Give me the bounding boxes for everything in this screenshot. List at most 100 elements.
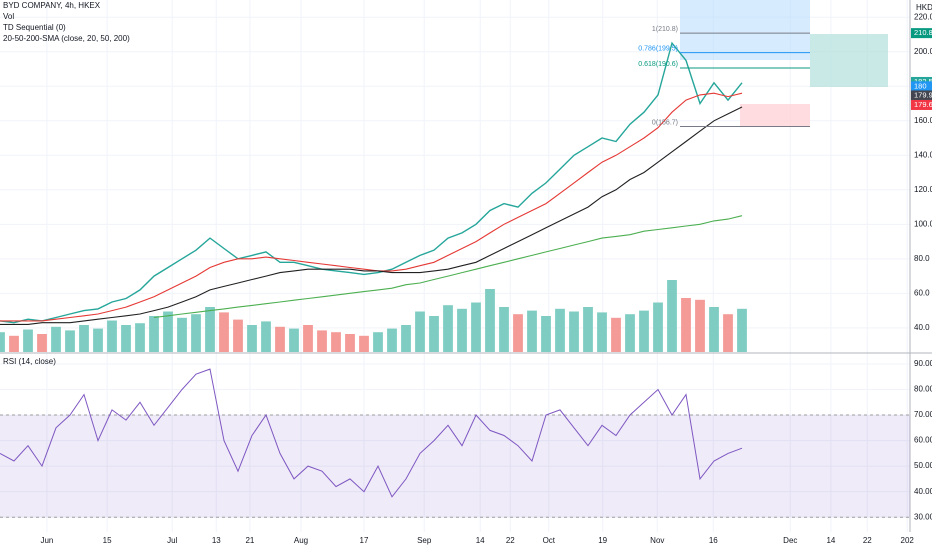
- grid: [0, 0, 910, 532]
- volume-bar: [163, 311, 173, 352]
- volume-bar: [471, 302, 481, 352]
- volume-bar: [121, 325, 131, 352]
- volume-bar: [51, 326, 61, 352]
- volume-bar: [681, 298, 691, 352]
- y-tick-label: 100.0: [914, 219, 932, 228]
- volume-bar: [583, 307, 593, 352]
- rsi-tick-label: 30.00: [914, 512, 932, 521]
- volume-bar: [457, 308, 467, 352]
- rsi-tick-label: 60.00: [914, 436, 932, 445]
- volume-bar: [667, 280, 677, 352]
- x-tick-label: 22: [863, 536, 872, 545]
- price-label: 179.9: [914, 90, 932, 99]
- volume-bar: [555, 308, 565, 352]
- volume-bar: [23, 329, 33, 352]
- x-tick-label: 202: [901, 536, 915, 545]
- y-tick-label: 160.0: [914, 116, 932, 125]
- price-label: 180: [914, 81, 927, 90]
- volume-bar: [303, 325, 313, 352]
- x-tick-label: Oct: [543, 536, 556, 545]
- price-label-box: [911, 90, 932, 101]
- volume-bar: [429, 316, 439, 352]
- x-tick-label: Jun: [40, 536, 53, 545]
- volume-bar: [625, 314, 635, 352]
- x-tick-label: 21: [245, 536, 254, 545]
- volume-bar: [737, 308, 747, 352]
- x-tick-label: Jul: [167, 536, 177, 545]
- chart-title: BYD COMPANY, 4h, HKEX: [3, 1, 101, 10]
- indicator-label: 20-50-200-SMA (close, 20, 50, 200): [3, 34, 130, 43]
- volume-bar: [541, 316, 551, 352]
- y-tick-label: 80.0: [914, 254, 930, 263]
- volume-bar: [247, 325, 257, 352]
- volume-bar: [177, 317, 187, 352]
- y-tick-label: 220.0: [914, 12, 932, 21]
- price-line: [153, 215, 743, 319]
- indicator-label: TD Sequential (0): [3, 23, 66, 32]
- price-label: 210.8: [914, 28, 932, 37]
- volume-bar: [723, 314, 733, 352]
- price-label-box: [911, 81, 932, 92]
- volume-bar: [37, 334, 47, 352]
- volume-bar: [205, 307, 215, 352]
- volume-bar: [387, 328, 397, 352]
- volume-bar: [135, 323, 145, 352]
- x-tick-label: 17: [360, 536, 369, 545]
- volume-bar: [639, 310, 649, 352]
- volume-bar: [107, 320, 117, 352]
- x-tick-label: Nov: [650, 536, 664, 545]
- volume-bar: [261, 321, 271, 352]
- fib-label: 0(156.7): [652, 119, 678, 126]
- position-box: [810, 34, 888, 87]
- x-tick-label: 19: [598, 536, 607, 545]
- y-tick-label: 40.0: [914, 323, 930, 332]
- volume-bar: [569, 311, 579, 352]
- volume-bar: [597, 312, 607, 352]
- volume-bar: [527, 310, 537, 352]
- price-line: [0, 41, 743, 324]
- volume-bar: [149, 316, 159, 352]
- currency-label: HKD: [916, 3, 932, 12]
- x-tick-label: 14: [476, 536, 485, 545]
- volume-bar: [513, 314, 523, 352]
- volume-bar: [485, 289, 495, 352]
- price-label-box: [911, 99, 932, 110]
- x-tick-label: 15: [103, 536, 112, 545]
- rsi-tick-label: 80.00: [914, 385, 932, 394]
- volume-bar: [401, 325, 411, 352]
- volume-bar: [443, 305, 453, 352]
- volume-bar: [359, 335, 369, 352]
- rsi-tick-label: 40.00: [914, 487, 932, 496]
- volume-bar: [653, 302, 663, 352]
- price-label-box: [911, 28, 932, 39]
- volume-bar: [289, 328, 299, 352]
- rsi-title: RSI (14, close): [3, 357, 56, 366]
- volume-bar: [317, 330, 327, 352]
- y-tick-label: 60.0: [914, 288, 930, 297]
- volume-bar: [93, 328, 103, 352]
- volume-bar: [79, 325, 89, 352]
- volume-bar: [0, 332, 5, 352]
- indicator-label: Vol: [3, 12, 14, 21]
- volume-bar: [415, 311, 425, 352]
- fib-label: 1(210.8): [652, 26, 678, 33]
- volume-bar: [345, 334, 355, 352]
- rsi-line: [0, 368, 743, 498]
- rsi-tick-label: 70.00: [914, 410, 932, 419]
- volume-bar: [219, 312, 229, 352]
- x-tick-label: Aug: [294, 536, 308, 545]
- y-tick-label: 120.0: [914, 185, 932, 194]
- volume-bar: [9, 335, 19, 352]
- volume-bar: [611, 317, 621, 352]
- y-tick-label: 200.0: [914, 47, 932, 56]
- volume-bar: [709, 307, 719, 352]
- volume-bar: [191, 314, 201, 352]
- volume-bar: [373, 332, 383, 352]
- x-tick-label: 22: [506, 536, 515, 545]
- rsi-tick-label: 90.00: [914, 359, 932, 368]
- volume-bar: [275, 326, 285, 352]
- x-tick-label: Sep: [417, 536, 432, 545]
- fib-label: 0.618(190.6): [638, 61, 678, 68]
- rsi-band: [0, 415, 910, 518]
- target-box: [680, 0, 810, 60]
